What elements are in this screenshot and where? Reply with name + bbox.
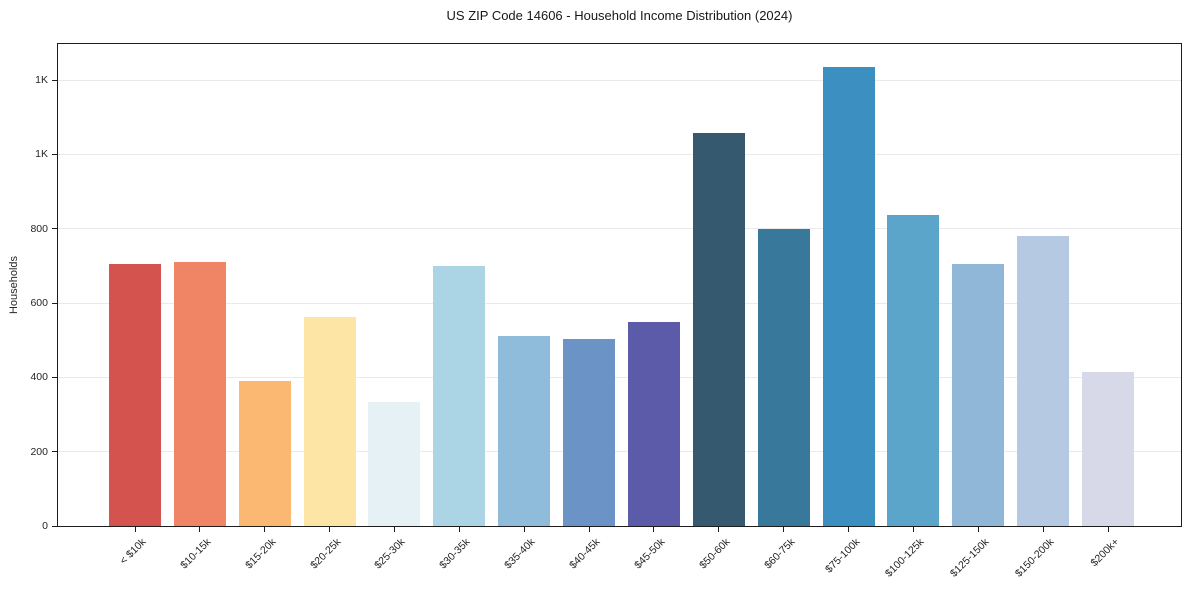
x-tick-label: $10-15k [178,536,214,572]
x-tick-mark [1107,527,1109,532]
bar [563,339,616,526]
x-tick-mark [1042,527,1044,532]
gridline [58,451,1181,453]
x-tick-label: $50-60k [696,536,733,572]
y-tick-mark [52,228,57,230]
bar [303,317,356,526]
bar [1082,371,1135,526]
bar [692,133,745,526]
y-tick-label: 600 [30,297,48,310]
x-tick-label: $60-75k [761,536,798,572]
y-tick-label: 200 [30,445,48,458]
bar [1017,236,1070,526]
x-tick-label: $30-35k [437,536,473,572]
x-tick-label: $35-40k [502,536,538,572]
x-tick-label: $25-30k [372,536,408,572]
bar [368,401,421,526]
gridline [58,153,1181,155]
x-tick-mark [977,527,979,532]
x-tick-label: $45-50k [632,536,668,572]
x-tick-label: $150-200k [1013,536,1057,580]
x-tick-label: < $10k [117,536,149,567]
y-tick-label: 0 [42,520,48,532]
x-tick-label: $75-100k [822,536,863,576]
x-tick-mark [718,527,720,532]
y-tick-mark [52,376,57,378]
gridline [58,302,1181,304]
x-tick-mark [393,527,395,532]
chart-title: US ZIP Code 14606 - Household Income Dis… [446,8,793,23]
x-tick-mark [134,527,136,532]
x-tick-label: $40-45k [567,536,603,572]
gridline [58,376,1181,378]
x-tick-label: $15-20k [242,536,279,572]
x-tick-mark [912,527,914,532]
bar [887,214,940,526]
y-tick-mark [52,302,57,304]
gridline [58,228,1181,230]
x-tick-label: $125-150k [948,536,992,580]
bar [173,262,226,526]
bar [433,265,486,526]
x-tick-mark [458,527,460,532]
bar [109,264,161,526]
y-tick-label: 1K [35,74,48,87]
x-tick-mark [199,527,201,532]
x-tick-mark [264,527,266,532]
bar [757,228,810,526]
x-tick-label: $100-125k [883,536,927,580]
plot-area [57,43,1182,527]
y-tick-label: 800 [30,222,48,235]
x-tick-label: $200k+ [1088,536,1122,570]
x-tick-mark [848,527,850,532]
x-tick-mark [588,527,590,532]
y-tick-label: 400 [30,371,48,384]
bar [952,263,1005,526]
bar [822,67,875,526]
x-tick-label: $20-25k [307,536,344,572]
x-tick-mark [523,527,525,532]
x-tick-mark [783,527,785,532]
y-tick-label: 1K [35,148,48,161]
x-tick-mark [329,527,331,532]
y-tick-mark [52,153,57,155]
gridline [58,79,1181,81]
bar [498,335,551,526]
y-tick-mark [52,79,57,81]
bar [627,321,680,526]
y-tick-mark [52,525,57,527]
bar [238,381,291,526]
y-tick-mark [52,451,57,453]
x-tick-mark [653,527,655,532]
